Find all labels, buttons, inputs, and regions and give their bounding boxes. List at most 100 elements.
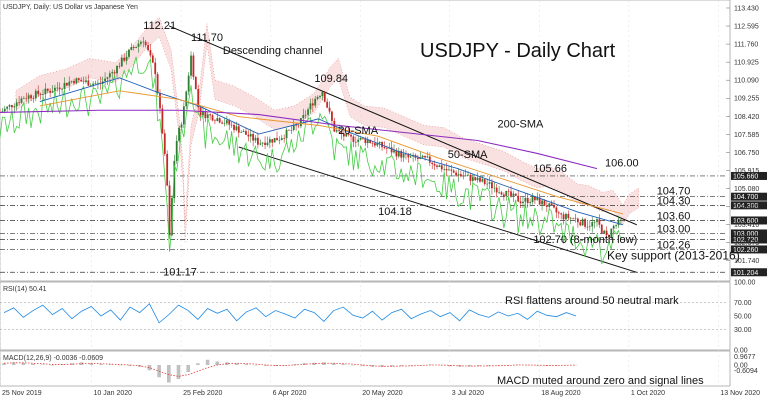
macd-histogram-bar bbox=[360, 365, 365, 366]
main-panel-title: USDJPY, Daily: US Dollar vs Japanese Yen bbox=[3, 4, 138, 11]
bearish-candle bbox=[483, 179, 486, 184]
bearish-candle bbox=[385, 148, 388, 149]
x-tick-label: 1 Oct 2020 bbox=[631, 390, 665, 397]
bullish-candle bbox=[321, 91, 324, 97]
bearish-candle bbox=[338, 130, 340, 132]
bearish-candle bbox=[192, 55, 195, 77]
bearish-candle bbox=[37, 90, 40, 95]
bearish-candle bbox=[204, 111, 207, 119]
bullish-candle bbox=[603, 230, 606, 234]
bullish-candle bbox=[471, 177, 474, 181]
macd-histogram-bar bbox=[167, 365, 171, 383]
bullish-candle bbox=[505, 190, 508, 197]
chart-annotation: 102.26 bbox=[657, 240, 691, 252]
bullish-candle bbox=[54, 87, 56, 92]
bearish-candle bbox=[73, 80, 75, 84]
bearish-candle bbox=[350, 134, 352, 137]
rsi-tick-label: 70.00 bbox=[734, 300, 752, 307]
macd-histogram-bar bbox=[331, 363, 336, 365]
bullish-candle bbox=[319, 96, 321, 98]
bullish-candle bbox=[190, 55, 192, 76]
bullish-candle bbox=[393, 150, 395, 153]
bearish-candle bbox=[113, 72, 116, 74]
bearish-candle bbox=[323, 91, 326, 102]
bullish-candle bbox=[34, 90, 37, 99]
bearish-candle bbox=[151, 55, 154, 63]
bearish-candle bbox=[154, 62, 157, 75]
y-tick-label: 112.595 bbox=[734, 24, 759, 31]
chart-annotation: Descending channel bbox=[223, 45, 323, 57]
bullish-candle bbox=[299, 118, 302, 127]
bullish-candle bbox=[617, 219, 620, 226]
bearish-candle bbox=[550, 203, 553, 206]
bearish-candle bbox=[586, 226, 589, 228]
bearish-candle bbox=[405, 153, 407, 155]
bullish-candle bbox=[612, 225, 615, 229]
bearish-candle bbox=[295, 124, 298, 126]
chart-annotation: 106.00 bbox=[605, 157, 639, 169]
bullish-candle bbox=[359, 137, 362, 140]
bullish-candle bbox=[448, 169, 450, 171]
sma-line bbox=[39, 90, 623, 215]
y-tick-label: 110.925 bbox=[734, 60, 759, 67]
bullish-candle bbox=[111, 72, 114, 74]
bullish-candle bbox=[130, 47, 133, 50]
bullish-candle bbox=[498, 192, 500, 193]
bullish-candle bbox=[464, 175, 467, 177]
bullish-candle bbox=[259, 143, 262, 145]
bearish-candle bbox=[58, 87, 61, 90]
bearish-candle bbox=[80, 79, 83, 82]
y-tick-label: 106.750 bbox=[734, 150, 759, 157]
y-tick-label: 110.090 bbox=[734, 78, 759, 85]
rsi-panel-title: RSI(14) 50.41 bbox=[3, 286, 47, 293]
channel-lower-line bbox=[238, 146, 637, 273]
macd-tick-label: 0.00 bbox=[734, 363, 748, 370]
macd-histogram-bar bbox=[244, 364, 249, 365]
chart-annotation: 105.66 bbox=[533, 163, 567, 175]
macd-histogram-bar bbox=[2, 363, 6, 365]
bullish-candle bbox=[488, 182, 491, 184]
bearish-candle bbox=[82, 81, 85, 83]
bullish-candle bbox=[596, 219, 598, 223]
bullish-candle bbox=[357, 139, 360, 143]
bullish-candle bbox=[541, 200, 543, 205]
channel-upper-line bbox=[168, 25, 637, 226]
y-tick-label: 102.575 bbox=[734, 240, 759, 247]
bullish-candle bbox=[175, 140, 178, 161]
bearish-candle bbox=[228, 120, 231, 125]
chart-annotation: 103.00 bbox=[657, 223, 691, 235]
macd-histogram-bar bbox=[341, 364, 346, 365]
bearish-candle bbox=[49, 90, 52, 93]
bullish-candle bbox=[56, 87, 59, 89]
bullish-candle bbox=[206, 114, 209, 119]
macd-histogram-bar bbox=[399, 365, 404, 366]
x-tick-label: 20 May 2020 bbox=[362, 390, 403, 397]
bearish-candle bbox=[431, 162, 434, 164]
y-tick-label: 104.245 bbox=[734, 204, 759, 211]
bullish-candle bbox=[261, 142, 264, 144]
bearish-candle bbox=[495, 187, 498, 193]
bearish-candle bbox=[245, 131, 247, 135]
x-tick-label: 6 Apr 2020 bbox=[273, 390, 307, 397]
macd-histogram-bar bbox=[70, 363, 74, 365]
bearish-candle bbox=[331, 111, 333, 121]
bearish-candle bbox=[371, 142, 374, 144]
rsi-tick-label: 0.00 bbox=[734, 348, 748, 355]
bullish-candle bbox=[619, 219, 622, 221]
bullish-candle bbox=[438, 165, 441, 167]
bearish-candle bbox=[340, 131, 343, 134]
bullish-candle bbox=[187, 75, 190, 92]
chart-annotation: 200-SMA bbox=[498, 119, 545, 131]
level-price-box bbox=[731, 268, 767, 277]
bearish-candle bbox=[507, 190, 510, 192]
bearish-candle bbox=[352, 136, 355, 142]
rsi-tick-label: 100.00 bbox=[734, 280, 756, 287]
macd-histogram-bar bbox=[322, 362, 326, 365]
bullish-candle bbox=[85, 80, 87, 83]
x-tick-label: 25 Feb 2020 bbox=[183, 390, 222, 397]
bearish-candle bbox=[534, 196, 536, 201]
bullish-candle bbox=[307, 109, 309, 115]
bullish-candle bbox=[593, 222, 596, 223]
bullish-candle bbox=[615, 225, 618, 226]
